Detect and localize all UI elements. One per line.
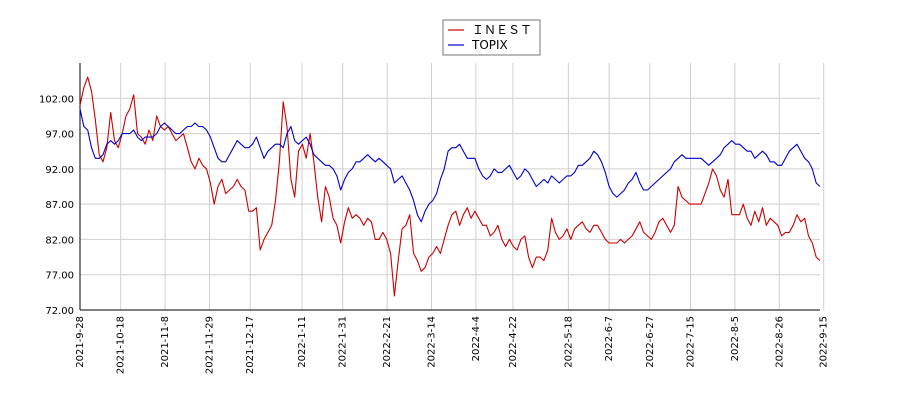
x-tick-label: 2022-8-26 xyxy=(774,316,785,368)
x-tick-label: 2022-5-18 xyxy=(563,316,574,368)
legend-box xyxy=(442,19,541,56)
x-tick-label: 2022-4-22 xyxy=(508,316,519,368)
legend-label-topix: TOPIX xyxy=(471,38,508,52)
x-tick-label: 2022-3-14 xyxy=(427,316,438,368)
grid xyxy=(79,63,825,311)
x-tick-label: 2021-12-17 xyxy=(245,316,256,374)
x-tick-label: 2022-7-15 xyxy=(686,316,697,368)
series-line-topix xyxy=(79,108,821,223)
x-tick-label: 2022-6-7 xyxy=(604,316,615,361)
x-tick-label: 2021-9-28 xyxy=(75,316,86,368)
series-line-inest xyxy=(79,76,821,297)
y-tick-label: 97.00 xyxy=(45,130,74,141)
x-tick-label: 2022-1-31 xyxy=(338,316,349,368)
x-tick-label: 2022-9-15 xyxy=(819,316,830,368)
x-tick-label: 2022-2-21 xyxy=(382,316,393,368)
x-tick-label: 2021-10-18 xyxy=(116,316,127,374)
legend: ＩＮＥＳＴ TOPIX xyxy=(442,19,541,56)
x-tick-label: 2022-1-11 xyxy=(297,316,308,368)
x-tick-label: 2022-4-4 xyxy=(471,316,482,361)
y-tick-label: 87.00 xyxy=(45,200,74,211)
y-tick-label: 102.00 xyxy=(39,94,74,105)
legend-label-inest: ＩＮＥＳＴ xyxy=(472,23,532,37)
x-tick-label: 2021-11-29 xyxy=(205,316,216,374)
x-tick-label: 2021-11-8 xyxy=(160,316,171,368)
x-tick-label: 2022-8-5 xyxy=(730,316,741,361)
y-tick-label: 72.00 xyxy=(45,306,74,317)
y-tick-label: 92.00 xyxy=(45,165,74,176)
x-tick-label: 2022-6-27 xyxy=(645,316,656,368)
y-tick-label: 77.00 xyxy=(45,271,74,282)
y-tick-label: 82.00 xyxy=(45,235,74,246)
series-group xyxy=(79,76,821,297)
axes: 72.00 77.00 82.00 87.00 92.00 97.00 102.00 2021… xyxy=(39,63,830,374)
